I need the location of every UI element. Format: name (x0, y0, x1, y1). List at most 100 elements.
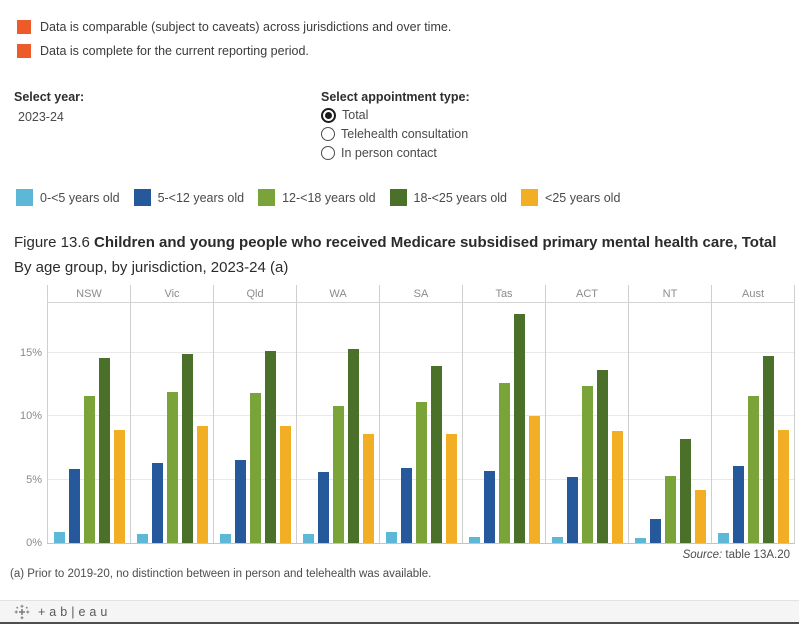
radio-button-icon[interactable] (321, 127, 335, 141)
radio-telehealth[interactable]: Telehealth consultation (321, 126, 470, 142)
year-selector-label: Select year: (14, 90, 85, 104)
legend-label: 12-<18 years old (282, 190, 376, 205)
appointment-type-label: Select appointment type: (321, 90, 470, 104)
radio-total-label[interactable]: Total (342, 108, 369, 122)
bar[interactable] (634, 538, 646, 543)
radio-total[interactable]: Total (321, 107, 470, 123)
legend-item-0-5[interactable]: 0-<5 years old (16, 189, 120, 206)
bar[interactable] (513, 314, 525, 543)
bar[interactable] (611, 431, 623, 543)
legend-label: <25 years old (545, 190, 621, 205)
bar[interactable] (717, 533, 729, 543)
source-note: Source: table 13A.20 (683, 549, 790, 561)
bar[interactable] (762, 356, 774, 543)
radio-telehealth-label[interactable]: Telehealth consultation (341, 127, 469, 141)
chart-column-nt (628, 303, 711, 543)
tableau-footer: +ab|eau (0, 600, 799, 624)
bar[interactable] (385, 532, 397, 543)
bar[interactable] (279, 426, 291, 543)
bar[interactable] (196, 426, 208, 543)
chart-column-header: NT (628, 285, 711, 302)
bar[interactable] (777, 430, 789, 543)
y-axis-tick-label: 5% (26, 473, 42, 486)
legend-swatch-icon (258, 189, 276, 206)
bar[interactable] (151, 463, 163, 543)
gridline (47, 351, 795, 353)
y-axis-tick-label: 10% (19, 410, 42, 423)
bar[interactable] (498, 383, 510, 543)
caveat-complete-label: Data is complete for the current reporti… (40, 44, 309, 58)
figure-title-main: Children and young people who received M… (94, 234, 777, 251)
bar[interactable] (166, 392, 178, 543)
chart-column-header: WA (296, 285, 379, 302)
bar[interactable] (747, 396, 759, 543)
legend-label: 0-<5 years old (40, 190, 120, 205)
bar[interactable] (679, 439, 691, 543)
figure-number: Figure 13.6 (14, 234, 95, 251)
tableau-wordmark[interactable]: +ab|eau (38, 604, 112, 619)
bar[interactable] (468, 537, 480, 543)
radio-in-person-label[interactable]: In person contact (341, 146, 437, 160)
bar[interactable] (83, 396, 95, 543)
bar[interactable] (362, 434, 374, 543)
chart-column-aust (711, 303, 795, 543)
bar[interactable] (415, 402, 427, 543)
bar[interactable] (596, 370, 608, 543)
radio-button-icon[interactable] (321, 146, 335, 160)
bar[interactable] (332, 406, 344, 543)
bar[interactable] (68, 469, 80, 543)
bar[interactable] (528, 416, 540, 543)
caveat-comparable: Data is comparable (subject to caveats) … (17, 20, 451, 34)
bar[interactable] (566, 477, 578, 543)
chart-column-tas (462, 303, 545, 543)
chart-column-header: Tas (462, 285, 545, 302)
bar[interactable] (694, 490, 706, 543)
bar[interactable] (234, 460, 246, 543)
legend-label: 18-<25 years old (413, 190, 508, 205)
orange-square-icon (17, 20, 31, 34)
bar[interactable] (302, 534, 314, 543)
bar[interactable] (249, 393, 261, 543)
chart-column-header: Vic (130, 285, 213, 302)
legend-item-5-12[interactable]: 5-<12 years old (133, 189, 245, 206)
bar[interactable] (317, 472, 329, 543)
legend-label: 5-<12 years old (157, 190, 245, 205)
bar[interactable] (98, 358, 110, 543)
bar[interactable] (551, 537, 563, 543)
orange-square-icon (17, 44, 31, 58)
bar[interactable] (53, 532, 65, 543)
radio-button-icon[interactable] (321, 107, 336, 123)
chart-column-header: Aust (711, 285, 795, 302)
bar[interactable] (649, 519, 661, 543)
bar[interactable] (264, 351, 276, 543)
y-axis-tick-label: 0% (26, 537, 42, 549)
bar[interactable] (347, 349, 359, 543)
bar[interactable] (181, 354, 193, 543)
bar[interactable] (445, 434, 457, 543)
legend-item-18-25[interactable]: 18-<25 years old (389, 189, 508, 206)
bar[interactable] (136, 534, 148, 543)
chart-column-qld (213, 303, 296, 543)
bar[interactable] (113, 430, 125, 543)
bar[interactable] (219, 534, 231, 543)
age-group-legend: 0-<5 years old 5-<12 years old 12-<18 ye… (16, 189, 620, 206)
legend-item-12-18[interactable]: 12-<18 years old (258, 189, 376, 206)
figure-title-line1: Figure 13.6 Children and young people wh… (14, 230, 794, 255)
chart-column-sa (379, 303, 462, 543)
bar[interactable] (581, 386, 593, 543)
bar[interactable] (483, 471, 495, 543)
source-prefix: Source: (682, 549, 723, 561)
tableau-logo-icon[interactable] (14, 604, 30, 620)
bar[interactable] (664, 476, 676, 543)
legend-item-under-25[interactable]: <25 years old (521, 189, 620, 206)
caveat-comparable-label: Data is comparable (subject to caveats) … (40, 20, 452, 34)
bar[interactable] (430, 366, 442, 543)
chart-column-headers: NSW Vic Qld WA SA Tas ACT NT Aust (47, 285, 795, 303)
chart-column-header: SA (379, 285, 462, 302)
source-text: table 13A.20 (722, 549, 790, 561)
chart-column-header: ACT (545, 285, 628, 302)
year-dropdown[interactable]: 2023-24 (18, 110, 64, 124)
bar[interactable] (732, 466, 744, 543)
bar[interactable] (400, 468, 412, 543)
radio-in-person[interactable]: In person contact (321, 145, 470, 161)
